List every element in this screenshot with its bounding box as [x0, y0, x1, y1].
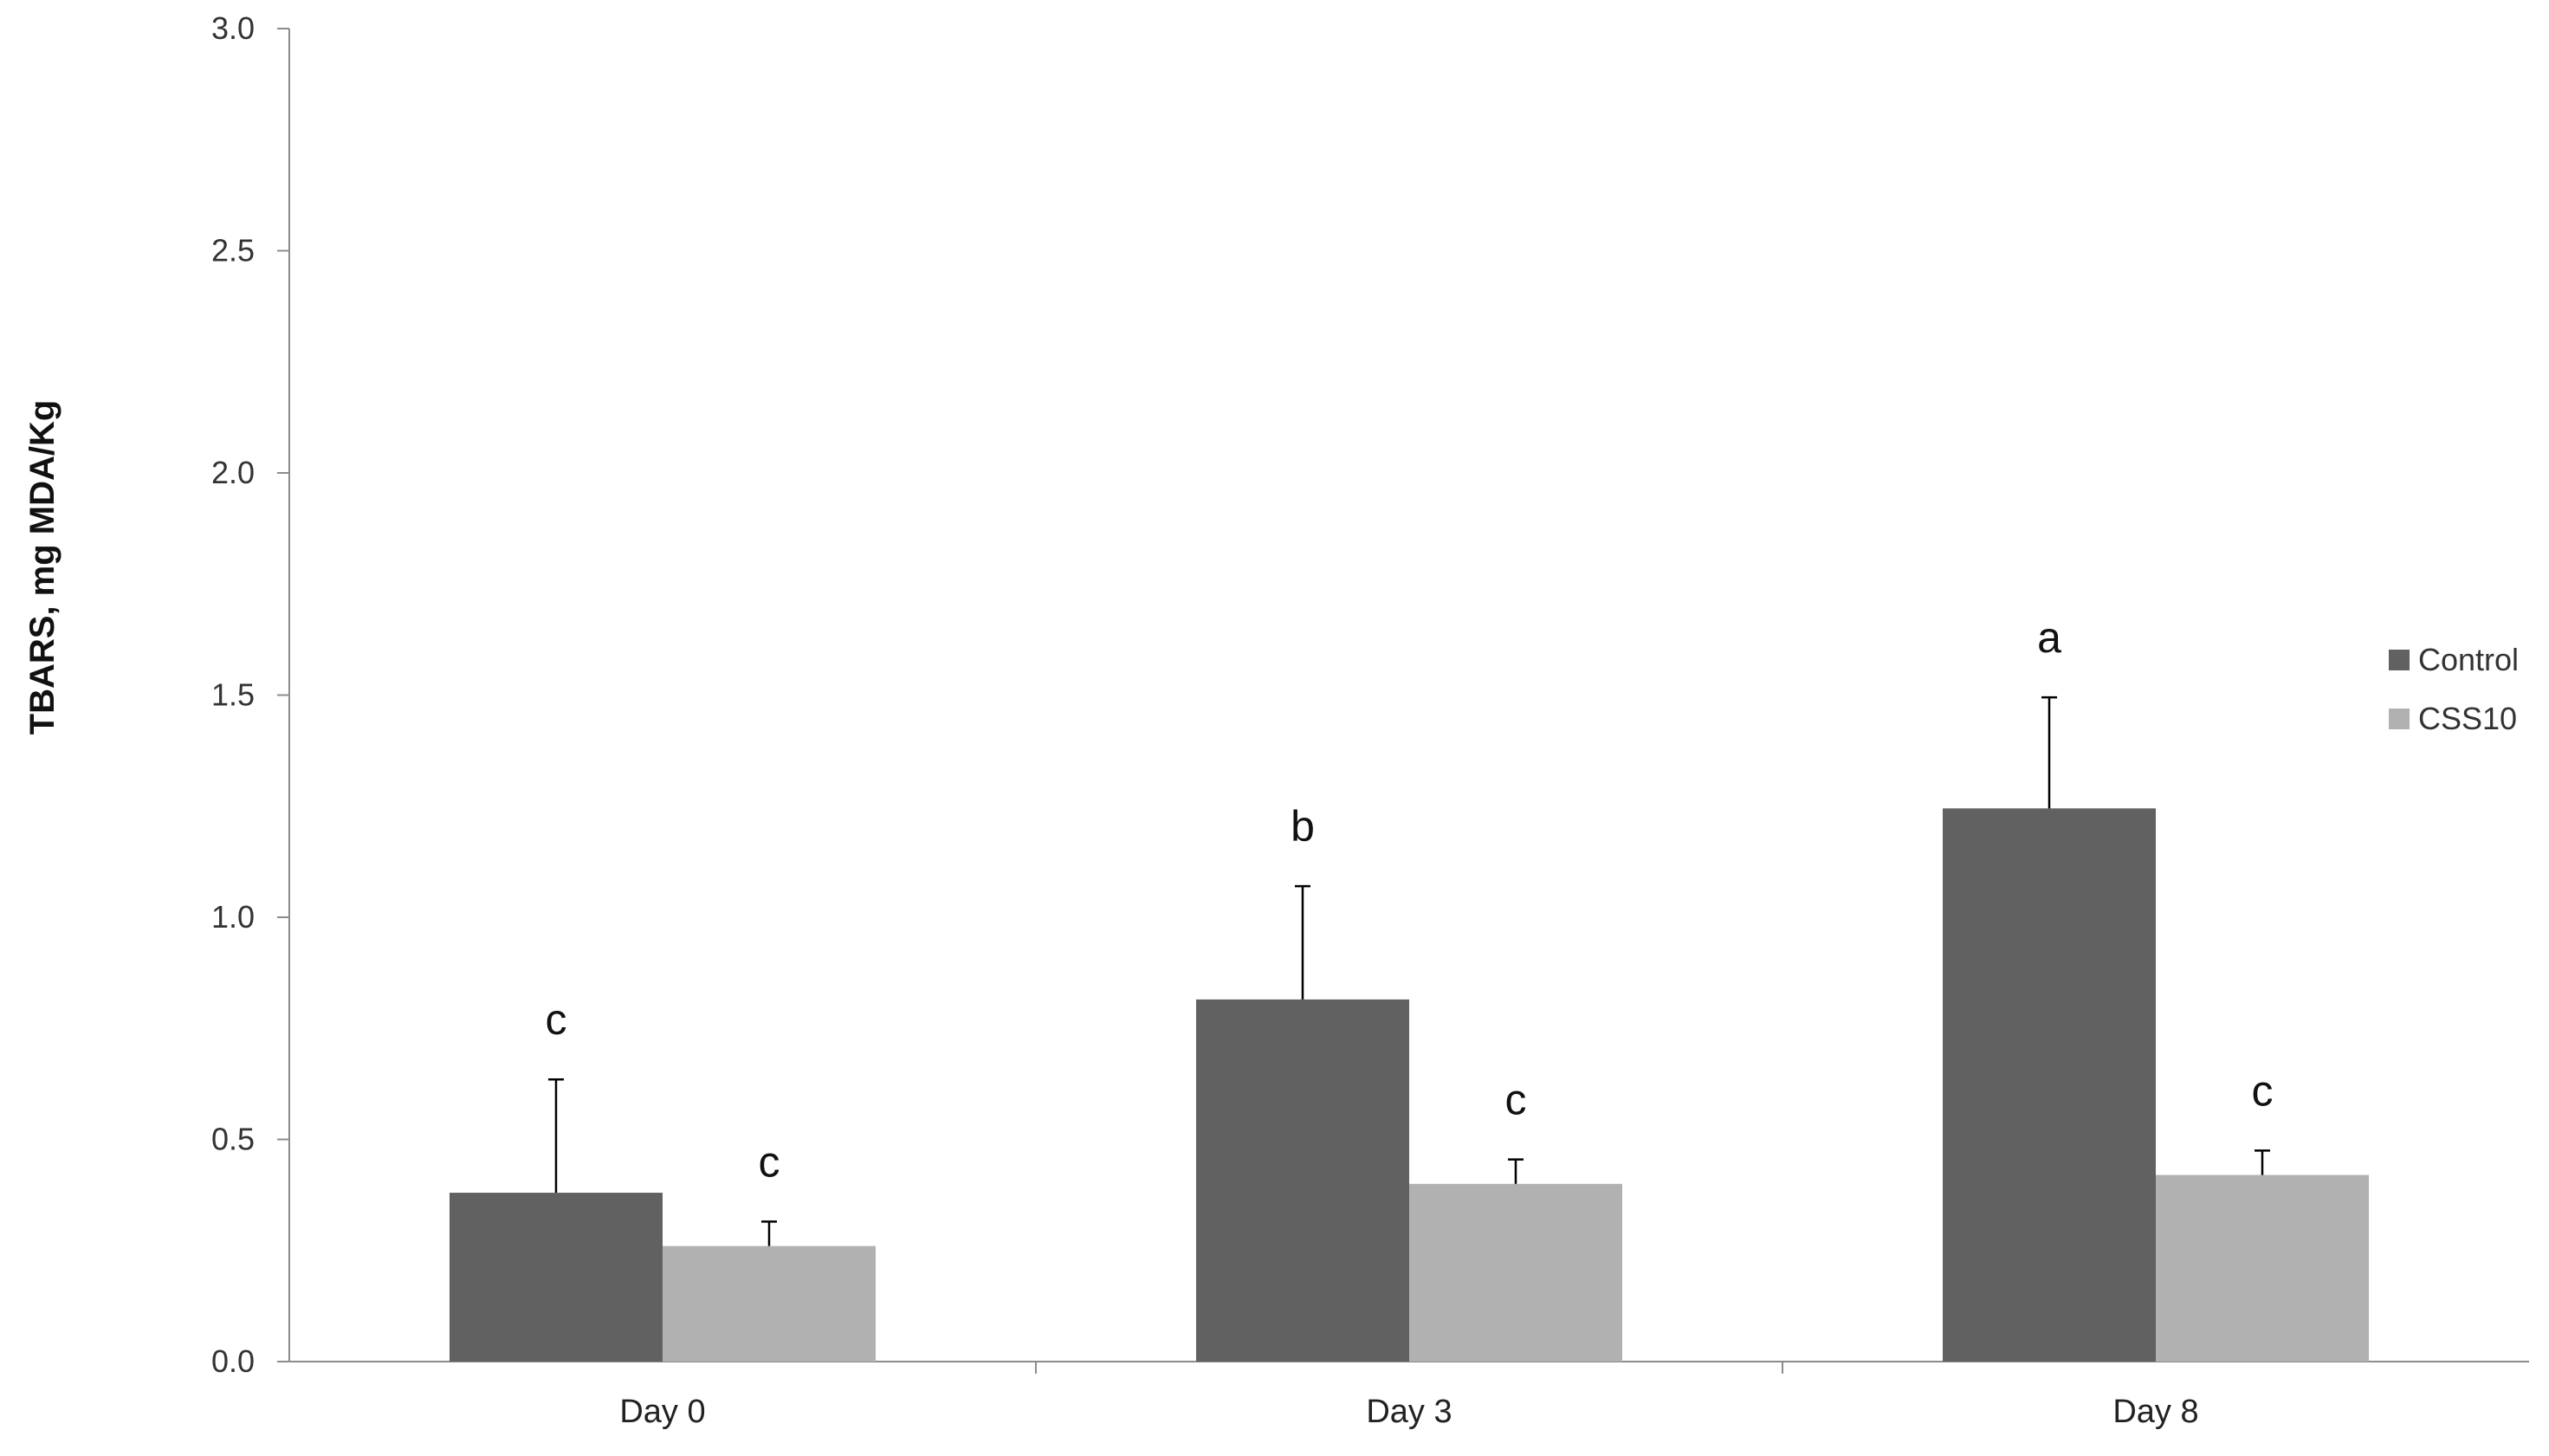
- significance-label: c: [546, 995, 567, 1044]
- bar-css10: [1409, 1183, 1622, 1362]
- y-tick-label: 1.0: [211, 899, 255, 935]
- significance-label: c: [2252, 1066, 2274, 1115]
- x-tick-label: Day 0: [619, 1394, 705, 1430]
- bars: [450, 696, 2369, 1362]
- x-tick-label: Day 8: [2112, 1394, 2198, 1430]
- significance-label: a: [2037, 613, 2061, 662]
- legend-label-css10: CSS10: [2418, 701, 2517, 736]
- y-tick-label: 2.0: [211, 455, 255, 490]
- bar-control: [1196, 999, 1409, 1362]
- y-tick-label: 2.5: [211, 233, 255, 269]
- legend-label-control: Control: [2418, 642, 2519, 677]
- bar-control: [450, 1193, 663, 1362]
- bar-css10: [663, 1246, 876, 1362]
- axes: 0.0 0.5 1.0 1.5 2.0 2.5 3.0 TBARS, mg MDA/Kg: [23, 10, 2529, 1379]
- legend-swatch-css10: [2389, 709, 2410, 729]
- y-tick-label: 0.5: [211, 1122, 255, 1157]
- y-tick-label: 1.5: [211, 677, 255, 713]
- legend-swatch-control: [2389, 650, 2410, 670]
- significance-label: c: [1505, 1076, 1527, 1124]
- significance-label: b: [1291, 802, 1315, 851]
- bar-css10: [2156, 1175, 2369, 1362]
- y-tick-label: 3.0: [211, 10, 255, 46]
- y-tick-label: 0.0: [211, 1343, 255, 1379]
- x-tick-label: Day 3: [1366, 1394, 1452, 1430]
- labels: Day 0 c c Day 3 b c Day 8 a c: [546, 613, 2274, 1430]
- bar-control: [1943, 808, 2156, 1362]
- legend: Control CSS10: [2389, 642, 2519, 736]
- y-axis-label: TBARS, mg MDA/Kg: [23, 400, 61, 735]
- significance-label: c: [759, 1137, 780, 1186]
